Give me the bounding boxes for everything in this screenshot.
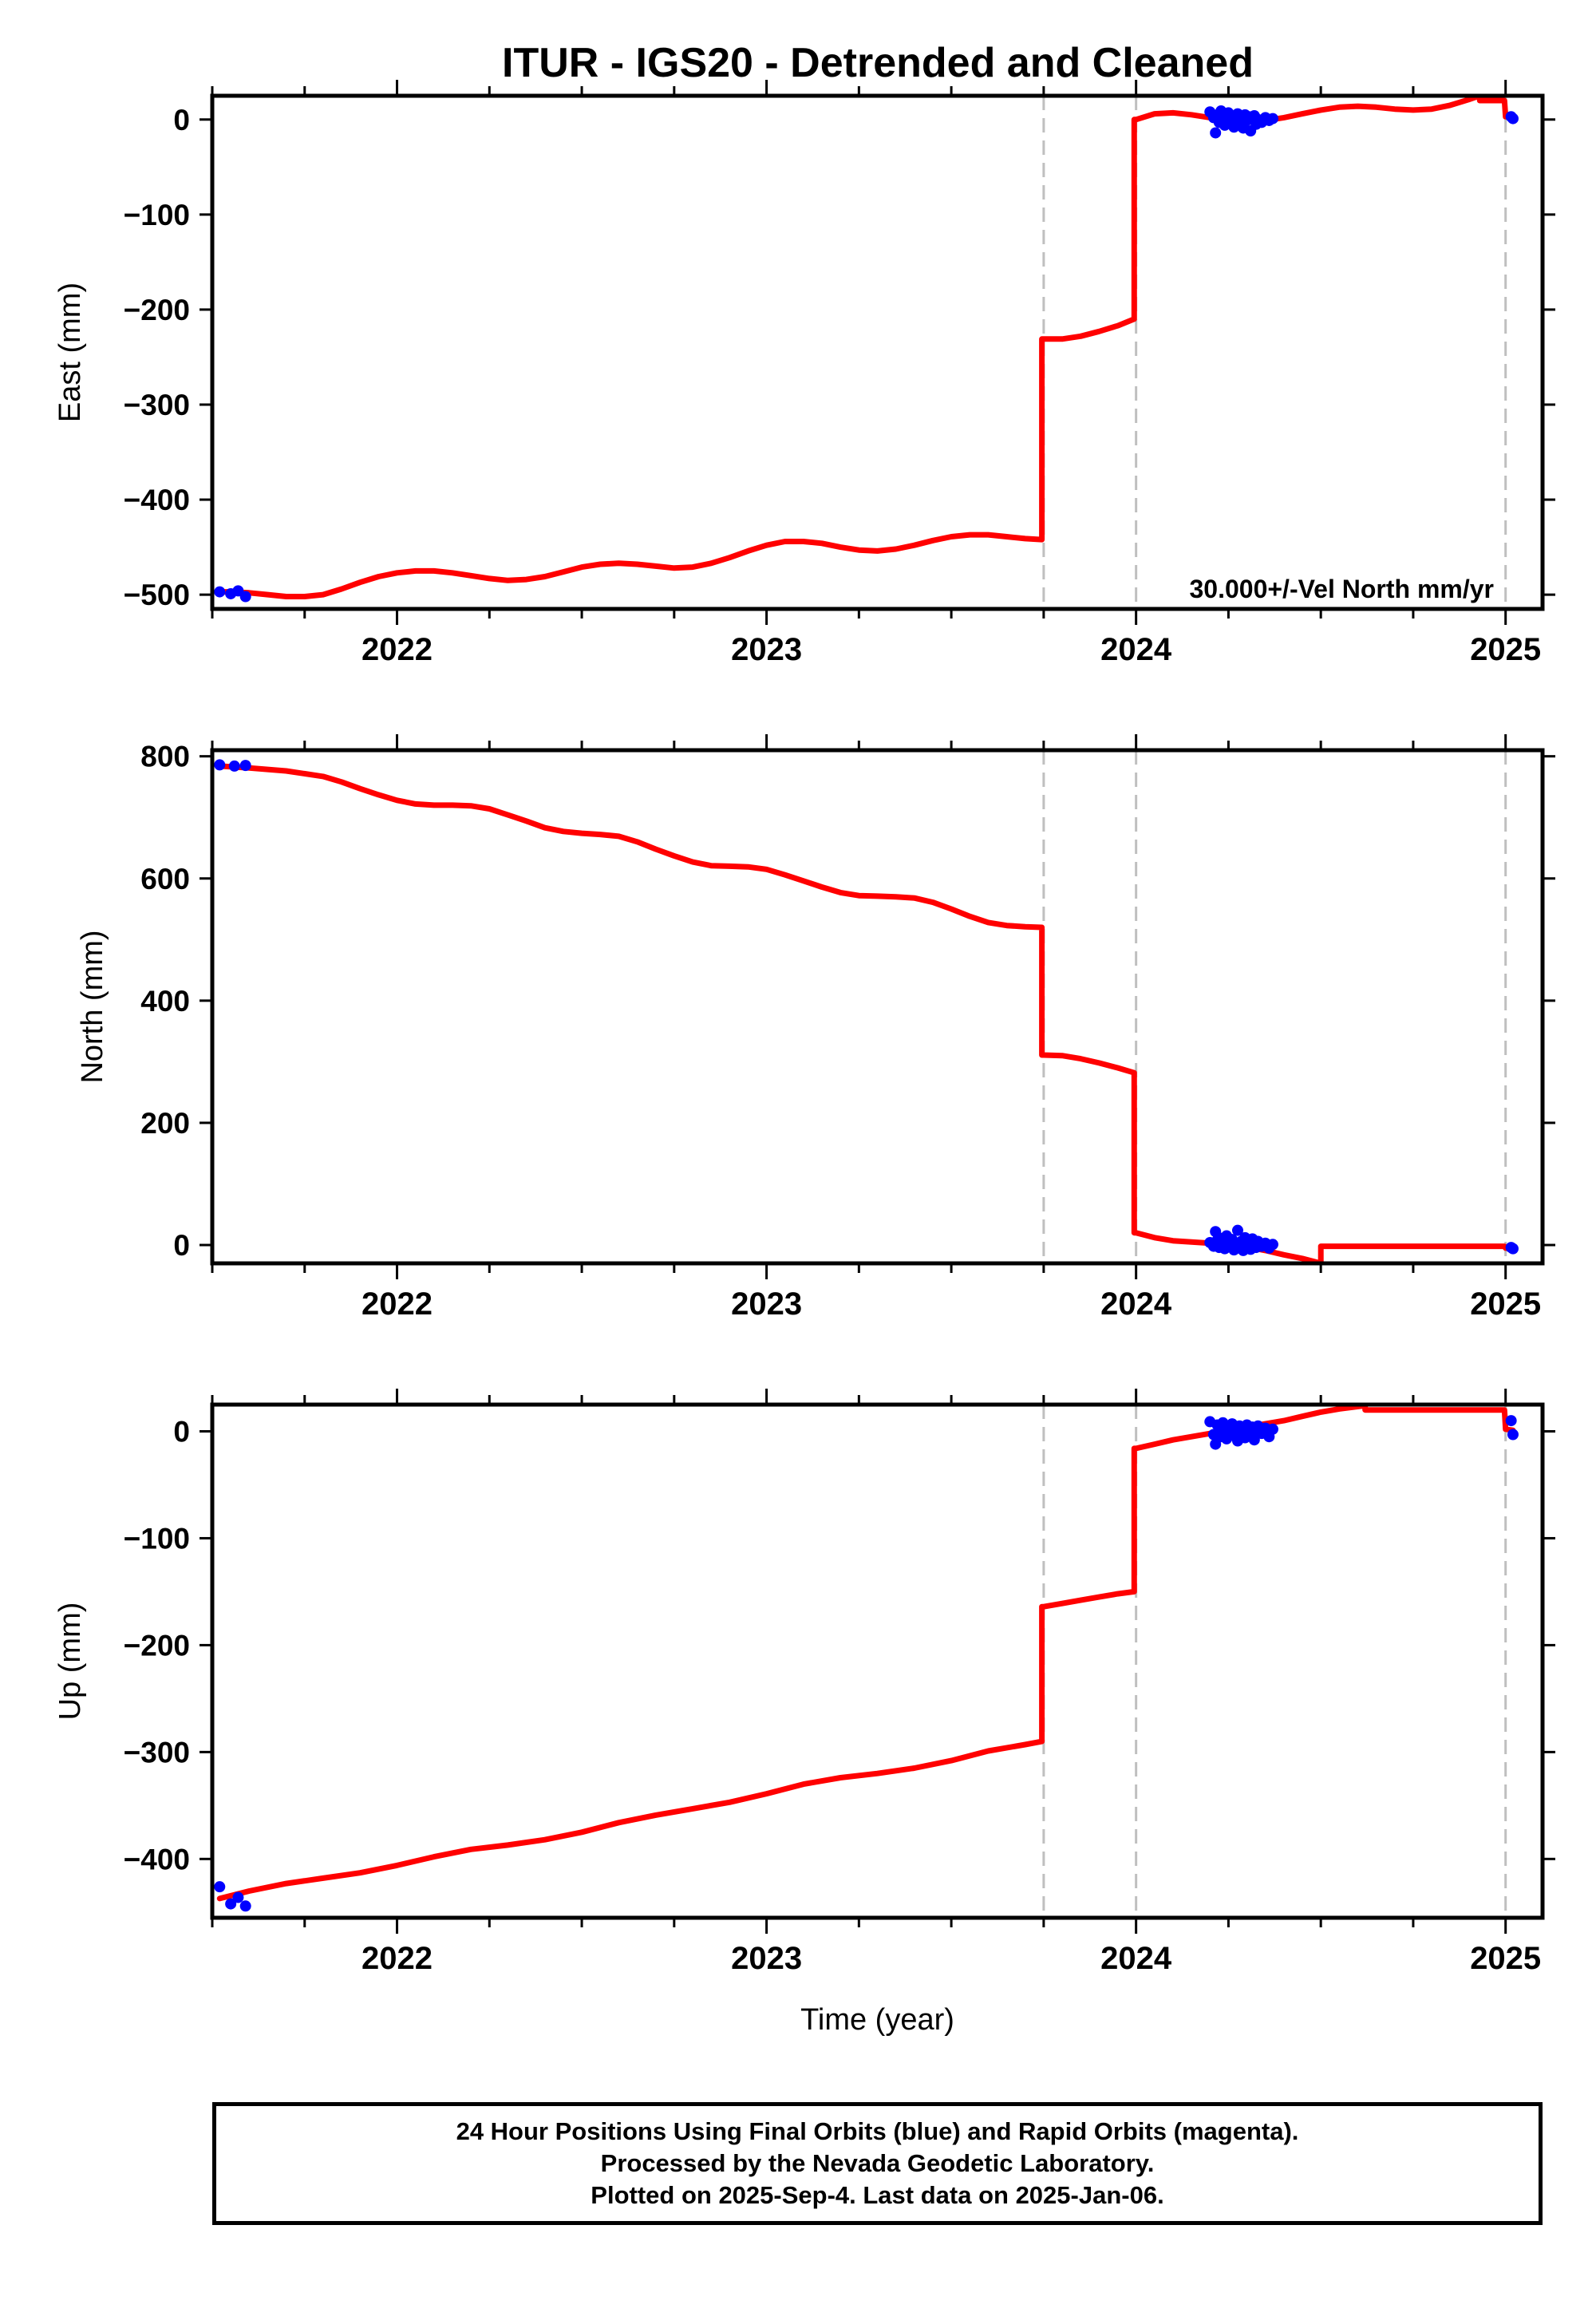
x-tick-label: 2023 — [731, 632, 802, 667]
data-point — [1210, 127, 1222, 139]
y-tick-label: 0 — [173, 1415, 190, 1448]
plot-frame — [210, 1402, 1545, 1920]
plot-series — [214, 1405, 1519, 1912]
data-point — [1266, 1239, 1278, 1251]
x-tick-label: 2023 — [731, 1941, 802, 1976]
data-point — [214, 586, 226, 598]
data-point — [1248, 1434, 1260, 1446]
x-tick-label: 2025 — [1470, 632, 1541, 667]
panel-1: 0 −100 −200 −300 −400 −500 2022 2023 2024 2025 Eas… — [53, 80, 1555, 667]
data-point — [214, 759, 226, 771]
x-axis-label: Time (year) — [800, 2003, 954, 2037]
data-point — [239, 1900, 251, 1912]
plot-series — [214, 759, 1519, 1263]
x-tick-label: 2024 — [1100, 1941, 1172, 1976]
velocity-label: 30.000+/-Vel North mm/yr — [1189, 575, 1494, 603]
data-point — [1231, 1224, 1243, 1236]
model-line — [216, 763, 1516, 1263]
y-tick-label: 600 — [140, 863, 190, 895]
data-point — [1266, 1423, 1278, 1435]
y-tick-label: −100 — [124, 1522, 190, 1555]
y-tick-label: −400 — [124, 484, 190, 516]
y-tick-label: 0 — [173, 1229, 190, 1262]
data-point — [225, 1898, 237, 1910]
data-point — [1507, 1429, 1519, 1441]
panels-group: 0 −100 −200 −300 −400 −500 2022 2023 2024 2025 Eas… — [53, 80, 1555, 2037]
data-point — [239, 760, 251, 772]
y-tick-label: 0 — [173, 104, 190, 136]
y-tick-label: −300 — [124, 389, 190, 421]
x-tick-label: 2022 — [361, 1941, 433, 1976]
data-point — [232, 1891, 244, 1903]
y-tick-label: −500 — [124, 579, 190, 611]
x-tick-label: 2024 — [1100, 1286, 1172, 1322]
panel-3: 0 −100 −200 −300 −400 2022 2023 2024 2025 Up (mm)… — [53, 1389, 1555, 2037]
x-tick-label: 2025 — [1470, 1941, 1541, 1976]
y-axis-label: North (mm) — [76, 930, 109, 1083]
y-tick-label: −200 — [124, 1629, 190, 1662]
x-tick-label: 2022 — [361, 1286, 433, 1322]
y-tick-label: 400 — [140, 985, 190, 1018]
panel-2: 800 600 400 200 0 2022 2023 2024 2025 North (mm) — [76, 734, 1555, 1322]
y-axis-label: East (mm) — [53, 283, 87, 422]
y-tick-label: 800 — [140, 741, 190, 773]
y-tick-label: 200 — [140, 1107, 190, 1140]
footer-note-box: 24 Hour Positions Using Final Orbits (bl… — [212, 2102, 1543, 2225]
plot-frame — [210, 93, 1545, 611]
model-line — [216, 1405, 1516, 1902]
x-tick-label: 2025 — [1470, 1286, 1541, 1322]
x-tick-label: 2023 — [731, 1286, 802, 1322]
footer-line-3: Plotted on 2025-Sep-4. Last data on 2025… — [591, 2181, 1164, 2209]
x-tick-label: 2024 — [1100, 632, 1172, 667]
figure-title: ITUR - IGS20 - Detrended and Cleaned — [502, 40, 1254, 86]
x-tick-label: 2022 — [361, 632, 433, 667]
data-point — [1266, 113, 1278, 124]
model-line — [216, 96, 1516, 599]
data-point — [1507, 1243, 1519, 1255]
footer-line-1: 24 Hour Positions Using Final Orbits (bl… — [456, 2117, 1299, 2145]
y-tick-label: −300 — [124, 1736, 190, 1769]
data-point — [214, 1881, 226, 1893]
y-tick-label: −400 — [124, 1843, 190, 1875]
data-point — [1507, 113, 1519, 124]
y-tick-label: −200 — [124, 294, 190, 326]
data-point — [228, 760, 240, 772]
plot-series — [214, 96, 1519, 603]
data-point — [239, 591, 251, 603]
y-axis-label: Up (mm) — [53, 1603, 87, 1721]
plot-frame — [210, 748, 1545, 1266]
y-tick-label: −100 — [124, 199, 190, 231]
footer-line-2: Processed by the Nevada Geodetic Laborat… — [600, 2149, 1155, 2177]
data-point — [1505, 1415, 1517, 1427]
